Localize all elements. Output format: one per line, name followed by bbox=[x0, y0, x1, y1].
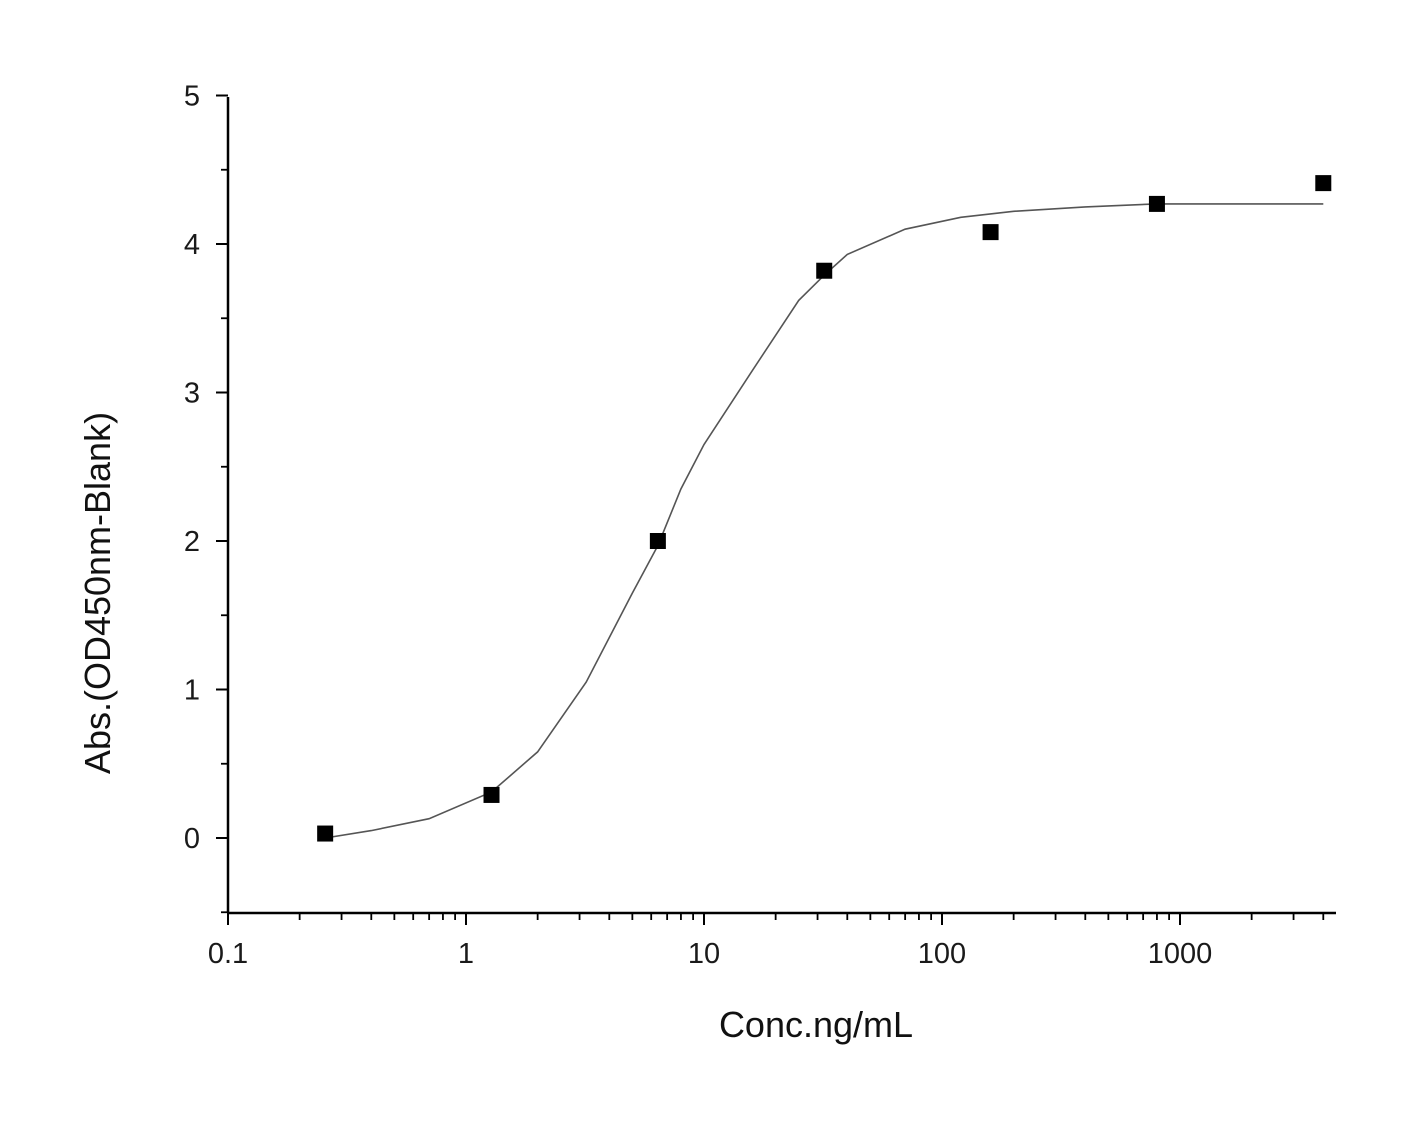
y-tick-label: 1 bbox=[184, 675, 200, 707]
x-axis-title: Conc.ng/mL bbox=[719, 1004, 913, 1045]
y-tick-label: 5 bbox=[184, 81, 200, 113]
x-tick-label: 0.1 bbox=[208, 938, 248, 970]
y-axis: 0 1 2 3 4 5 bbox=[184, 81, 230, 914]
y-tick-label: 3 bbox=[184, 378, 200, 410]
data-point bbox=[1148, 195, 1165, 212]
y-tick-label: 0 bbox=[184, 823, 200, 855]
data-point bbox=[483, 786, 500, 803]
data-point bbox=[1315, 175, 1332, 192]
x-tick-label: 10 bbox=[688, 938, 720, 970]
data-points-layer bbox=[317, 175, 1332, 842]
y-tick-label: 2 bbox=[184, 526, 200, 558]
data-point bbox=[816, 262, 833, 279]
fit-curve bbox=[325, 203, 1324, 839]
x-tick-label: 100 bbox=[918, 938, 966, 970]
x-tick-label: 1000 bbox=[1148, 938, 1213, 970]
data-point bbox=[317, 825, 334, 842]
x-tick-label: 1 bbox=[458, 938, 474, 970]
data-point bbox=[982, 224, 999, 241]
fit-curve-layer bbox=[325, 203, 1324, 839]
x-axis: 0.1 1 10 100 1000 bbox=[208, 911, 1336, 970]
data-point bbox=[649, 533, 666, 549]
y-axis-title: Abs.(OD450nm-Blank) bbox=[77, 412, 118, 774]
y-tick-label: 4 bbox=[184, 229, 200, 261]
